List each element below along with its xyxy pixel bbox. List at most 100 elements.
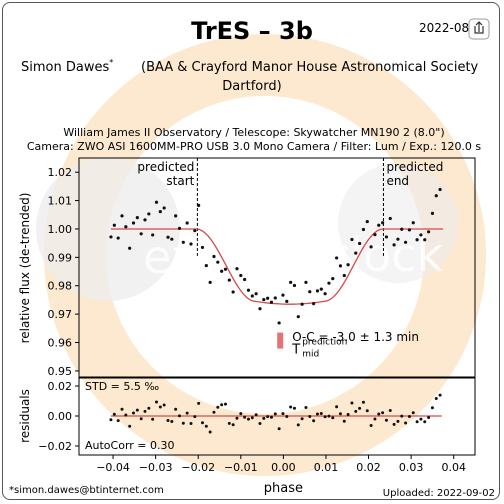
- flux-point: [262, 298, 266, 302]
- residual-point: [223, 402, 227, 406]
- flux-point: [151, 233, 155, 237]
- residual-point: [365, 409, 369, 413]
- x-tick-label: −0.02: [181, 461, 215, 474]
- x-tick-label: −0.04: [96, 461, 130, 474]
- y-tick-label: 1.02: [48, 166, 73, 179]
- residual-point: [392, 422, 396, 426]
- flux-point: [430, 211, 435, 215]
- residual-point: [427, 416, 431, 419]
- residual-point: [151, 417, 155, 421]
- residual-point: [189, 422, 193, 425]
- lightcurve-axes-frame: [78, 157, 476, 379]
- x-tick-label: 0.03: [399, 461, 424, 474]
- residual-point: [220, 403, 224, 407]
- watermark-text-left: exo: [143, 230, 224, 284]
- residual-point: [438, 393, 442, 397]
- flux-point: [331, 277, 335, 281]
- flux-point: [289, 280, 293, 284]
- flux-point: [227, 278, 231, 282]
- residual-point: [239, 412, 243, 416]
- observer-name: Simon Dawes*: [21, 58, 113, 75]
- flux-point: [423, 238, 427, 242]
- flux-point: [377, 223, 381, 227]
- observer-mark: *: [109, 58, 113, 67]
- residual-point: [193, 415, 197, 419]
- observer-affiliation: (BAA & Crayford Manor House Astronomical…: [141, 60, 479, 75]
- light-curve-figure: exo clock TrES – 3b 2022-08- Simon Dawes…: [9, 17, 495, 499]
- residual-y-tick-label: −0.02: [38, 440, 72, 453]
- flux-point: [128, 246, 132, 250]
- residual-point: [109, 418, 113, 422]
- residual-y-axis-label: residuals: [18, 389, 32, 443]
- watermark-text-right: clock: [325, 228, 444, 282]
- residual-point: [419, 417, 423, 421]
- predicted-start-label: predicted: [137, 160, 194, 174]
- y-axis-label: relative flux (de-trended): [18, 193, 32, 344]
- residual-point: [312, 419, 316, 423]
- flux-point: [135, 216, 139, 220]
- residual-point: [166, 419, 170, 422]
- oc-label: O-C = -3.0 ± 1.3 min: [292, 330, 419, 344]
- flux-point: [415, 238, 419, 242]
- flux-point: [120, 214, 124, 218]
- residual-point: [361, 400, 365, 404]
- y-tick-label: 0.98: [48, 280, 73, 293]
- flux-point: [170, 237, 174, 241]
- flux-point: [350, 237, 354, 242]
- residual-point: [174, 407, 178, 411]
- residual-point: [423, 420, 427, 424]
- residual-point: [262, 416, 266, 420]
- residual-point: [227, 421, 231, 425]
- predicted-start-label: start: [166, 174, 194, 188]
- flux-point: [346, 263, 350, 267]
- flux-point: [239, 273, 243, 278]
- x-tick-label: 0.01: [314, 461, 339, 474]
- residual-point: [350, 401, 354, 405]
- flux-point: [223, 267, 228, 271]
- x-tick-label: −0.01: [224, 461, 258, 474]
- flux-point: [392, 243, 396, 247]
- residual-point: [396, 419, 400, 423]
- residual-point: [266, 415, 270, 419]
- flux-point: [327, 281, 331, 285]
- flux-point: [292, 283, 297, 288]
- flux-point: [319, 287, 323, 291]
- residual-point: [135, 408, 139, 412]
- residual-point: [132, 411, 136, 415]
- flux-point: [411, 221, 415, 225]
- flux-point: [403, 240, 408, 244]
- flux-point: [112, 223, 116, 227]
- residual-point: [381, 411, 385, 415]
- share-button[interactable]: [468, 18, 490, 40]
- residual-point: [116, 419, 120, 423]
- residual-point: [308, 414, 312, 418]
- flux-point: [269, 300, 274, 304]
- flux-point: [131, 221, 136, 225]
- flux-point: [204, 263, 208, 268]
- std-label: STD = 5.5 ‰: [85, 380, 159, 393]
- residual-point: [177, 414, 181, 418]
- flux-point: [158, 210, 162, 214]
- flux-point: [373, 233, 377, 237]
- flux-point: [109, 235, 113, 239]
- flux-point: [323, 292, 327, 296]
- residual-point: [112, 412, 116, 416]
- residual-point: [430, 406, 434, 410]
- observatory-info: William James II Observatory / Telescope…: [63, 126, 444, 139]
- chart-frame: exo clock TrES – 3b 2022-08- Simon Dawes…: [2, 2, 500, 500]
- observer-name-text: Simon Dawes: [21, 60, 109, 75]
- residual-point: [296, 423, 300, 427]
- flux-point: [235, 267, 239, 271]
- residual-point: [300, 417, 304, 421]
- flux-point: [185, 221, 189, 225]
- flux-point: [312, 302, 316, 306]
- flux-point: [354, 251, 358, 255]
- residual-point: [384, 418, 388, 422]
- residual-point: [354, 409, 358, 413]
- residual-point: [246, 417, 250, 421]
- footer-uploaded: Uploaded: 2022-09-02: [383, 488, 495, 499]
- flux-point: [273, 296, 277, 300]
- y-tick-label: 1.00: [48, 223, 73, 236]
- flux-point: [216, 260, 220, 264]
- y-tick-label: 0.97: [48, 308, 73, 321]
